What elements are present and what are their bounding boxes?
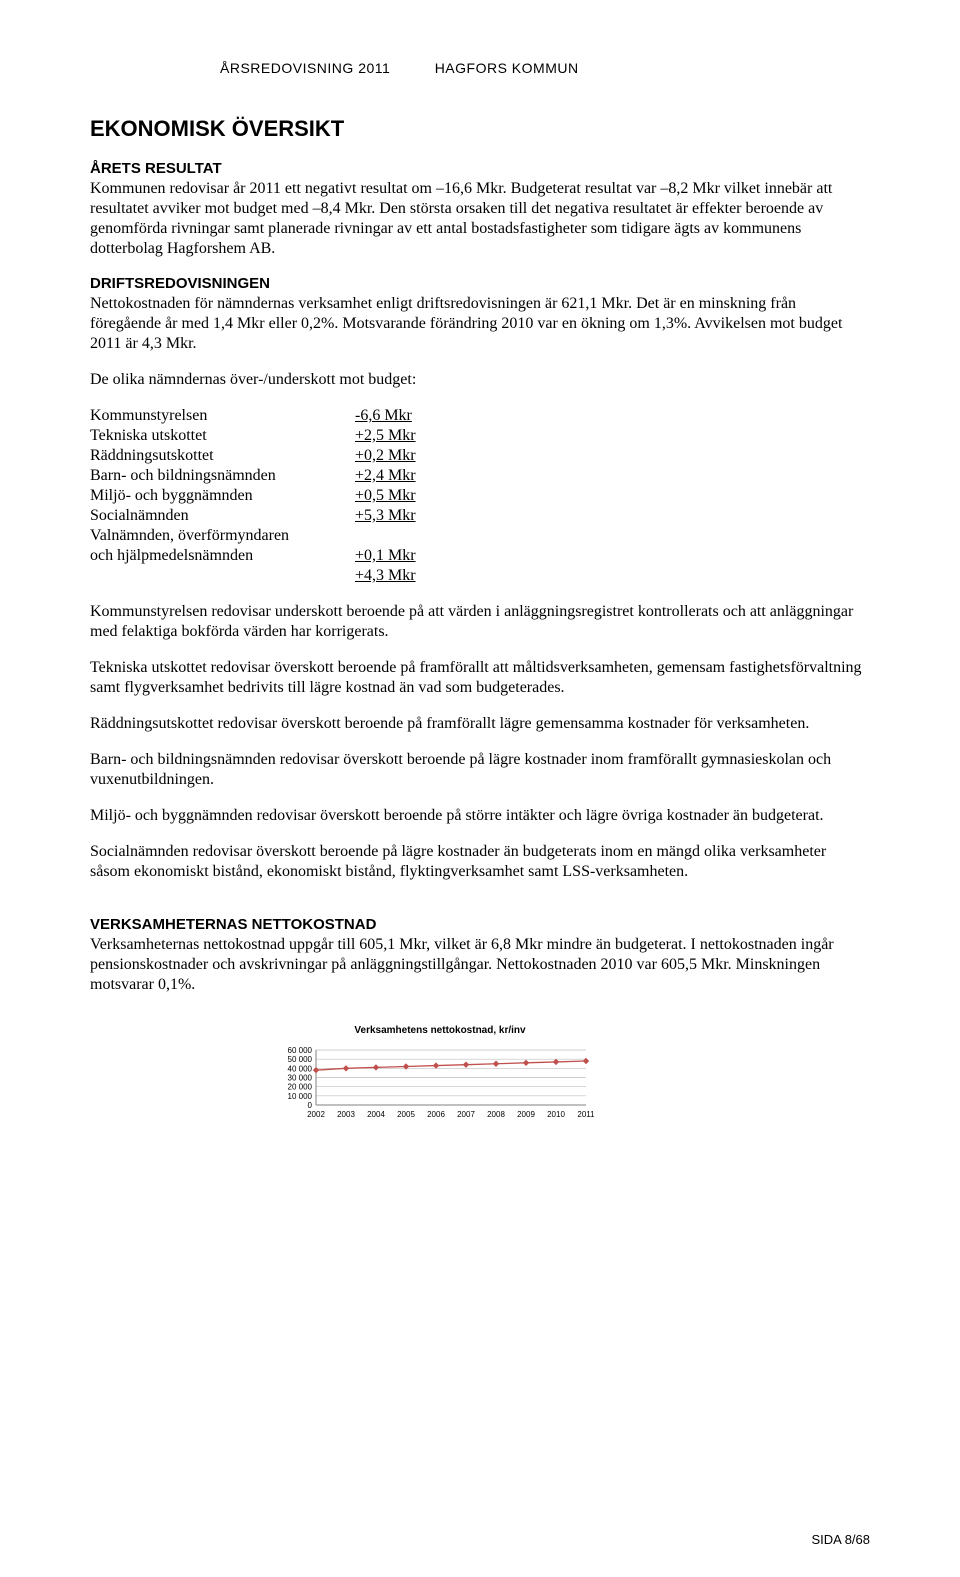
document-page: ÅRSREDOVISNING 2011 HAGFORS KOMMUN EKONO…	[0, 0, 960, 1577]
budget-deviation-table: Kommunstyrelsen-6,6 MkrTekniska utskotte…	[90, 406, 455, 586]
budget-row-label: Räddningsutskottet	[90, 446, 355, 466]
para-drift-7: Miljö- och byggnämnden redovisar översko…	[90, 806, 870, 826]
budget-row-value: +5,3 Mkr	[355, 506, 455, 526]
svg-text:2006: 2006	[427, 1110, 445, 1119]
budget-row-value: +0,2 Mkr	[355, 446, 455, 466]
heading-nettokostnad: VERKSAMHETERNAS NETTOKOSTNAD	[90, 916, 870, 933]
para-drift-8: Socialnämnden redovisar överskott beroen…	[90, 842, 870, 882]
svg-text:20 000: 20 000	[288, 1083, 313, 1092]
svg-text:2010: 2010	[547, 1110, 565, 1119]
para-drift-6: Barn- och bildningsnämnden redovisar öve…	[90, 750, 870, 790]
para-drift-5: Räddningsutskottet redovisar överskott b…	[90, 714, 870, 734]
budget-row-label	[90, 566, 355, 586]
para-drift-1: Nettokostnaden för nämndernas verksamhet…	[90, 294, 870, 354]
svg-text:2004: 2004	[367, 1110, 385, 1119]
budget-row-value: +2,4 Mkr	[355, 466, 455, 486]
table-row: Barn- och bildningsnämnden+2,4 Mkr	[90, 466, 455, 486]
svg-text:40 000: 40 000	[288, 1064, 313, 1073]
svg-text:2003: 2003	[337, 1110, 355, 1119]
svg-text:2007: 2007	[457, 1110, 475, 1119]
budget-row-value: +0,1 Mkr	[355, 546, 455, 566]
budget-row-value: -6,6 Mkr	[355, 406, 455, 426]
table-row: och hjälpmedelsnämnden+0,1 Mkr	[90, 546, 455, 566]
table-row: Räddningsutskottet+0,2 Mkr	[90, 446, 455, 466]
budget-row-value: +0,5 Mkr	[355, 486, 455, 506]
table-row: +4,3 Mkr	[90, 566, 455, 586]
table-row: Miljö- och byggnämnden+0,5 Mkr	[90, 486, 455, 506]
header-left: ÅRSREDOVISNING 2011	[220, 60, 390, 76]
chart-title: Verksamhetens nettokostnad, kr/inv	[270, 1025, 610, 1036]
svg-text:60 000: 60 000	[288, 1046, 313, 1055]
budget-row-label: och hjälpmedelsnämnden	[90, 546, 355, 566]
svg-text:2009: 2009	[517, 1110, 535, 1119]
para-drift-3: Kommunstyrelsen redovisar underskott ber…	[90, 602, 870, 642]
budget-row-label: Socialnämnden	[90, 506, 355, 526]
para-drift-4: Tekniska utskottet redovisar överskott b…	[90, 658, 870, 698]
budget-row-label: Valnämnden, överförmyndaren	[90, 526, 355, 546]
svg-text:2011: 2011	[577, 1110, 594, 1119]
running-header: ÅRSREDOVISNING 2011 HAGFORS KOMMUN	[90, 60, 870, 76]
svg-text:2005: 2005	[397, 1110, 415, 1119]
page-title: EKONOMISK ÖVERSIKT	[90, 116, 870, 142]
heading-arets-resultat: ÅRETS RESULTAT	[90, 160, 870, 177]
svg-text:0: 0	[308, 1101, 313, 1110]
table-row: Valnämnden, överförmyndaren	[90, 526, 455, 546]
svg-text:2008: 2008	[487, 1110, 505, 1119]
budget-row-value	[355, 526, 455, 546]
budget-row-value: +2,5 Mkr	[355, 426, 455, 446]
svg-text:30 000: 30 000	[288, 1074, 313, 1083]
budget-row-value: +4,3 Mkr	[355, 566, 455, 586]
heading-driftsredovisningen: DRIFTSREDOVISNINGEN	[90, 275, 870, 292]
table-row: Tekniska utskottet+2,5 Mkr	[90, 426, 455, 446]
nettokostnad-chart: 010 00020 00030 00040 00050 00060 000 200…	[270, 1046, 594, 1123]
para-arets-resultat: Kommunen redovisar år 2011 ett negativt …	[90, 179, 870, 259]
budget-row-label: Tekniska utskottet	[90, 426, 355, 446]
para-nettokostnad: Verksamheternas nettokostnad uppgår till…	[90, 935, 870, 995]
page-footer: SIDA 8/68	[811, 1532, 870, 1547]
svg-text:2002: 2002	[307, 1110, 325, 1119]
budget-row-label: Barn- och bildningsnämnden	[90, 466, 355, 486]
para-drift-2: De olika nämndernas över-/underskott mot…	[90, 370, 870, 390]
budget-row-label: Miljö- och byggnämnden	[90, 486, 355, 506]
table-row: Socialnämnden+5,3 Mkr	[90, 506, 455, 526]
table-row: Kommunstyrelsen-6,6 Mkr	[90, 406, 455, 426]
budget-row-label: Kommunstyrelsen	[90, 406, 355, 426]
svg-text:10 000: 10 000	[288, 1092, 313, 1101]
header-right: HAGFORS KOMMUN	[435, 60, 579, 76]
chart-container: Verksamhetens nettokostnad, kr/inv 010 0…	[270, 1025, 610, 1128]
svg-text:50 000: 50 000	[288, 1055, 313, 1064]
